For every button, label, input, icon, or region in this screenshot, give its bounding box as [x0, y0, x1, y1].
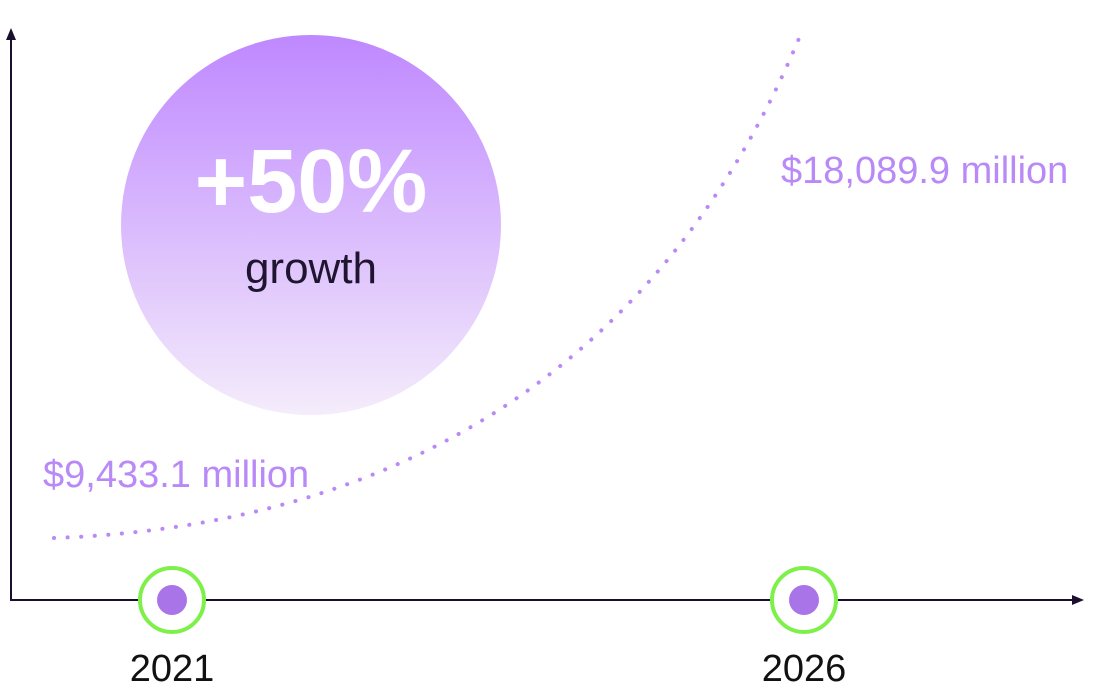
start-value-label: $9,433.1 million [43, 454, 309, 496]
growth-value: +50% [195, 132, 428, 232]
x-axis-arrow [1072, 595, 1084, 605]
y-axis-arrow [6, 28, 16, 40]
trend-line [52, 34, 802, 540]
year-marker-dot-2026 [789, 585, 819, 615]
growth-bubble [121, 35, 501, 415]
end-value-label: $18,089.9 million [781, 150, 1068, 192]
x-tick-label-2026: 2026 [762, 648, 847, 690]
x-tick-label-2021: 2021 [130, 648, 215, 690]
growth-label: growth [245, 244, 377, 293]
year-marker-dot-2021 [157, 585, 187, 615]
